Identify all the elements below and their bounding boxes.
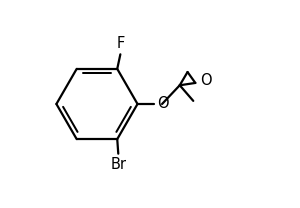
Text: F: F — [116, 36, 124, 51]
Text: O: O — [157, 97, 169, 111]
Text: Br: Br — [110, 157, 126, 172]
Text: O: O — [200, 73, 212, 88]
